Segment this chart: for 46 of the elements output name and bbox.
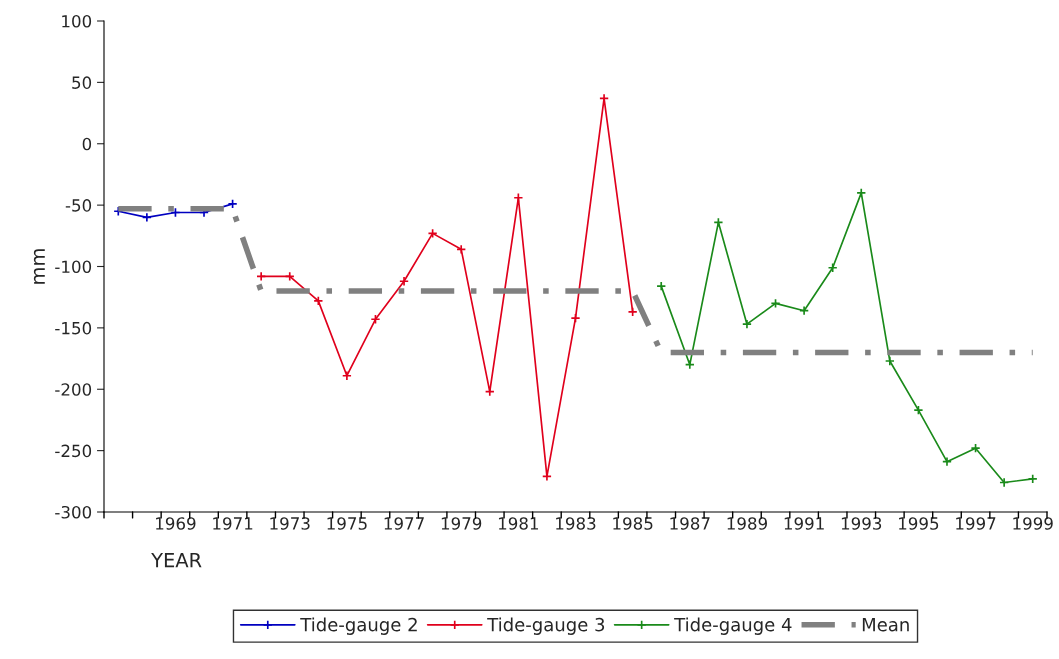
legend-label: Tide-gauge 2 bbox=[300, 617, 417, 635]
y-tick-label: -250 bbox=[55, 444, 92, 458]
y-axis-title: mm bbox=[33, 249, 45, 284]
y-tick-label: -300 bbox=[55, 505, 92, 519]
x-tick-label: 1985 bbox=[613, 517, 653, 530]
x-tick-label: 1973 bbox=[270, 517, 310, 530]
y-tick-label: -150 bbox=[55, 321, 92, 335]
x-tick-label: 1999 bbox=[1013, 517, 1053, 530]
x-tick-label: 1983 bbox=[556, 517, 596, 530]
point bbox=[827, 262, 838, 273]
legend-label: Tide-gauge 4 bbox=[674, 617, 792, 635]
x-tick-label: 1977 bbox=[384, 517, 424, 530]
point bbox=[256, 271, 267, 282]
legend-label: Mean bbox=[862, 617, 909, 632]
x-tick-label: 1975 bbox=[327, 517, 367, 530]
legend-label: Tide-gauge 3 bbox=[487, 617, 605, 635]
point bbox=[313, 295, 324, 306]
point bbox=[884, 356, 895, 367]
point bbox=[656, 281, 667, 292]
point bbox=[799, 305, 810, 316]
point bbox=[856, 187, 867, 198]
x-tick-label: 1997 bbox=[956, 517, 996, 530]
x-tick-label: 1979 bbox=[441, 517, 482, 530]
x-axis-title: YEAR bbox=[151, 553, 202, 568]
point bbox=[456, 244, 467, 255]
point bbox=[741, 319, 752, 330]
x-tick-label: 1991 bbox=[784, 517, 824, 530]
y-tick-label: -200 bbox=[55, 383, 92, 396]
y-tick-label: 100 bbox=[62, 14, 92, 28]
point bbox=[399, 276, 410, 287]
x-tick-label: 1993 bbox=[841, 517, 882, 530]
y-tick-label: 50 bbox=[72, 76, 92, 89]
y-tick-label: -50 bbox=[65, 199, 92, 212]
point bbox=[341, 370, 352, 381]
point bbox=[1027, 473, 1038, 484]
x-tick-label: 1969 bbox=[156, 517, 196, 530]
x-tick-label: 1995 bbox=[899, 517, 939, 530]
point bbox=[284, 271, 295, 282]
y-tick-label: 0 bbox=[82, 137, 92, 151]
y-tick-label: -100 bbox=[55, 260, 92, 274]
point bbox=[941, 456, 952, 467]
x-tick-label: 1981 bbox=[498, 517, 539, 530]
x-tick-label: 1987 bbox=[670, 517, 710, 530]
point bbox=[684, 359, 695, 370]
x-tick-label: 1971 bbox=[213, 517, 253, 530]
x-tick-label: 1989 bbox=[727, 517, 767, 530]
